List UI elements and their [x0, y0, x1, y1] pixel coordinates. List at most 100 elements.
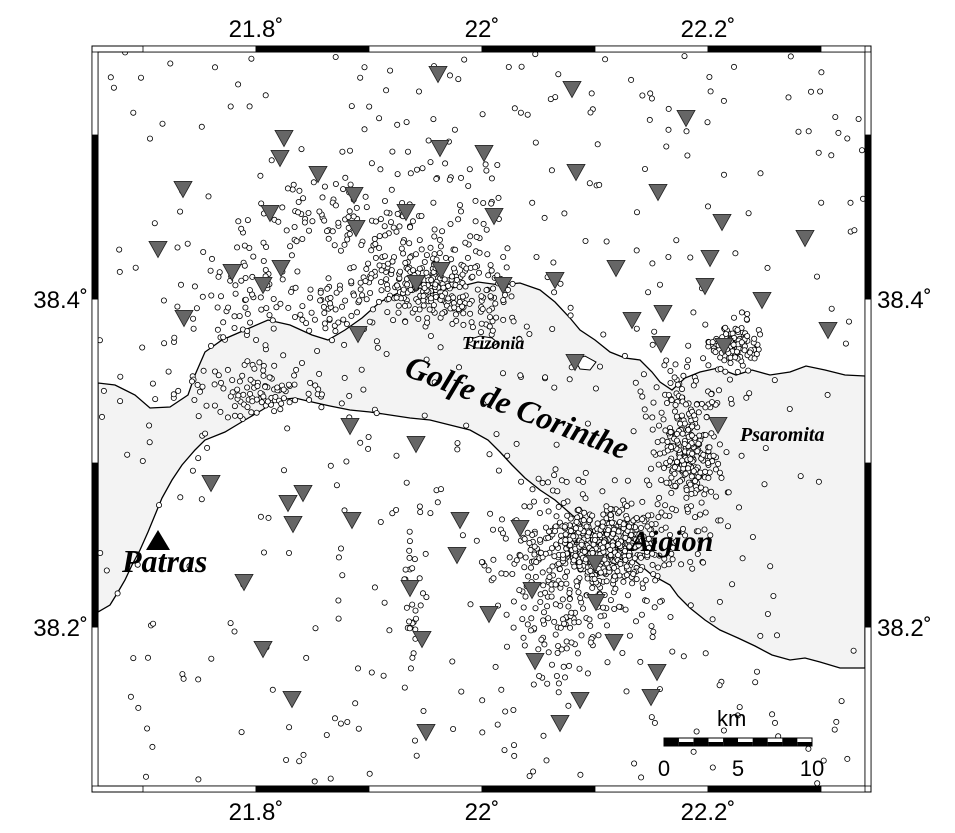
earthquake-event [665, 126, 672, 133]
earthquake-event [818, 199, 825, 206]
earthquake-event [401, 684, 408, 691]
earthquake-event [473, 537, 480, 544]
earthquake-event [385, 295, 392, 302]
lon-label-bottom-2: 22.2˚ [681, 799, 736, 826]
earthquake-event [541, 641, 548, 648]
earthquake-event [538, 636, 545, 643]
earthquake-event [199, 293, 206, 300]
earthquake-event [244, 384, 251, 391]
earthquake-event [300, 195, 307, 202]
earthquake-event [648, 714, 655, 721]
earthquake-event [350, 264, 357, 271]
earthquake-event [458, 688, 465, 695]
earthquake-event [312, 382, 319, 389]
earthquake-event [605, 527, 612, 534]
station-marker [818, 321, 838, 340]
station-marker [653, 304, 673, 323]
earthquake-event [231, 324, 238, 331]
earthquake-event [480, 199, 487, 206]
station-marker [550, 714, 570, 733]
earthquake-event [310, 179, 317, 186]
earthquake-event [232, 282, 239, 289]
earthquake-event [446, 72, 453, 79]
earthquake-event [621, 352, 628, 359]
earthquake-event [442, 160, 449, 167]
earthquake-event [706, 444, 713, 451]
scale-bar: km 0 5 10 [658, 706, 824, 781]
earthquake-event [729, 581, 736, 588]
earthquake-event [412, 306, 419, 313]
earthquake-event [555, 503, 562, 510]
earthquake-event [668, 474, 675, 481]
earthquake-event [291, 313, 298, 320]
earthquake-event [325, 275, 332, 282]
earthquake-event [211, 64, 218, 71]
earthquake-event [652, 577, 659, 584]
earthquake-event [207, 342, 214, 349]
earthquake-event [555, 643, 562, 650]
earthquake-event [539, 479, 546, 486]
earthquake-event [538, 549, 545, 556]
earthquake-event [462, 239, 469, 246]
earthquake-event [283, 757, 290, 764]
earthquake-event [464, 254, 471, 261]
earthquake-event [647, 90, 654, 97]
earthquake-event [395, 302, 402, 309]
earthquake-event [490, 575, 497, 582]
earthquake-event [363, 296, 370, 303]
earthquake-event [433, 256, 440, 263]
earthquake-event [612, 585, 619, 592]
scale-unit: km [717, 706, 746, 731]
earthquake-event [430, 199, 437, 206]
earthquake-event [516, 336, 523, 343]
earthquake-event [124, 451, 131, 458]
earthquake-event [295, 209, 302, 216]
earthquake-event [707, 88, 714, 95]
station-marker [525, 652, 545, 671]
earthquake-event [205, 193, 212, 200]
earthquake-event [191, 396, 198, 403]
earthquake-event [662, 512, 669, 519]
earthquake-event [305, 227, 312, 234]
earthquake-event [251, 365, 258, 372]
earthquake-event [303, 654, 310, 661]
earthquake-event [640, 533, 647, 540]
station-marker [253, 640, 273, 659]
earthquake-event [224, 414, 231, 421]
earthquake-event [560, 499, 567, 506]
earthquake-event [207, 267, 214, 274]
earthquake-event [217, 379, 224, 386]
earthquake-event [663, 143, 670, 150]
earthquake-event [217, 408, 224, 415]
earthquake-event [195, 455, 202, 462]
earthquake-event [293, 366, 300, 373]
earthquake-event [355, 725, 362, 732]
station-marker [562, 80, 582, 99]
earthquake-event [774, 632, 781, 639]
earthquake-event [362, 193, 369, 200]
earthquake-event [575, 619, 582, 626]
earthquake-event [420, 302, 427, 309]
station-marker [173, 180, 193, 199]
earthquake-event [217, 293, 224, 300]
earthquake-event [389, 148, 396, 155]
earthquake-event [680, 653, 687, 660]
earthquake-event [543, 524, 550, 531]
earthquake-event [712, 466, 719, 473]
earthquake-event [702, 404, 709, 411]
earthquake-event [552, 581, 559, 588]
earthquake-event [286, 724, 293, 731]
earthquake-event [291, 223, 298, 230]
earthquake-event [668, 550, 675, 557]
earthquake-event [455, 216, 462, 223]
earthquake-event [384, 285, 391, 292]
earthquake-event [722, 368, 729, 375]
earthquake-event [337, 720, 344, 727]
earthquake-event [709, 339, 716, 346]
earthquake-event [234, 386, 241, 393]
earthquake-event [285, 304, 292, 311]
earthquake-event [161, 340, 168, 347]
earthquake-event [500, 253, 507, 260]
earthquake-event [545, 479, 552, 486]
earthquake-event [575, 506, 582, 513]
